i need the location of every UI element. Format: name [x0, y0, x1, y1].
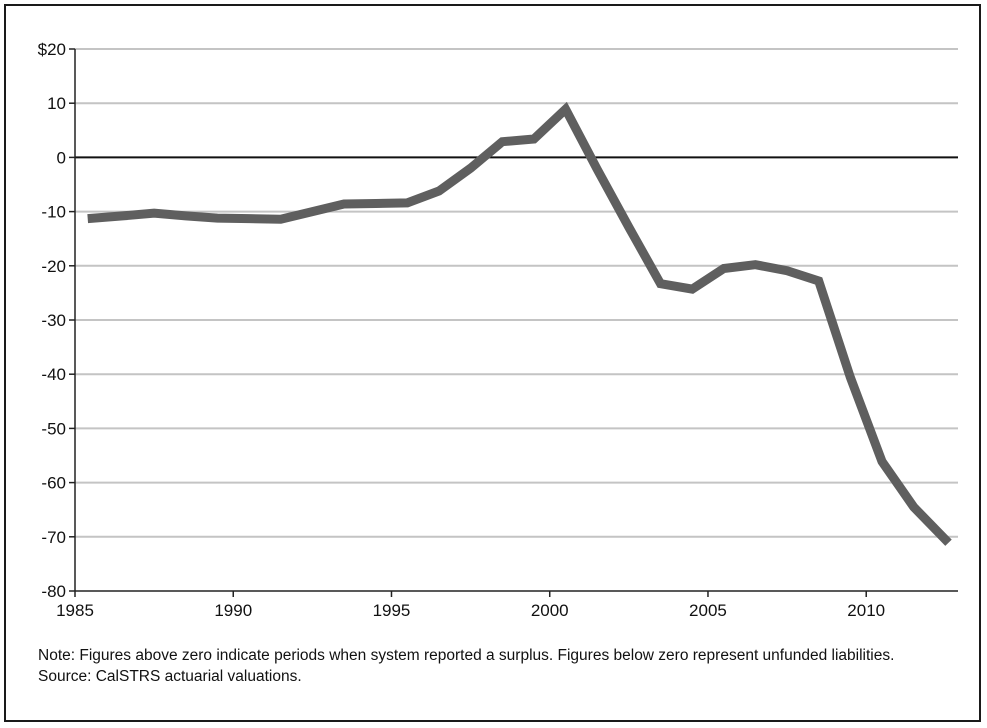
y-tick-label: -10: [41, 203, 66, 222]
y-tick-label: -60: [41, 474, 66, 493]
grid-lines: [75, 48, 958, 538]
chart-notes: Note: Figures above zero indicate period…: [38, 645, 938, 687]
y-tick-label: -80: [41, 582, 66, 601]
x-tick-label: 1990: [214, 601, 252, 620]
y-tick-label: -50: [41, 419, 66, 438]
chart-frame: [4, 4, 981, 722]
y-tick-label: -70: [41, 528, 66, 547]
x-tick-label: 2010: [847, 601, 885, 620]
y-tick-label: 0: [57, 148, 66, 167]
y-axis-ticks: $20 10 0 -10 -20 -30 -40 -50 -60 -70 -80: [38, 40, 75, 601]
x-tick-label: 1995: [373, 601, 411, 620]
y-tick-label: 10: [47, 94, 66, 113]
y-tick-label: $20: [38, 40, 66, 59]
source-text: Source: CalSTRS actuarial valuations.: [38, 668, 302, 685]
series-layer: [87, 101, 952, 546]
x-tick-label: 2000: [531, 601, 569, 620]
note-text: Note: Figures above zero indicate period…: [38, 647, 895, 664]
x-tick-label: 1985: [56, 601, 94, 620]
y-tick-label: -40: [41, 365, 66, 384]
series-line: [87, 101, 952, 546]
x-axis-ticks: 1985 1990 1995 2000 2005 2010: [56, 591, 885, 620]
y-tick-label: -20: [41, 257, 66, 276]
x-tick-label: 2005: [689, 601, 727, 620]
y-tick-label: -30: [41, 311, 66, 330]
